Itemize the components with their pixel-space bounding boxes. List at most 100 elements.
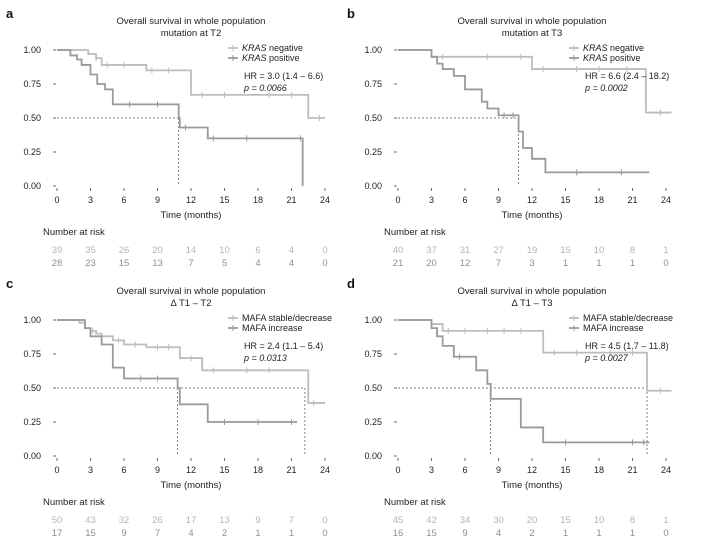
at-risk-count: 2	[529, 528, 534, 539]
at-risk-count: 34	[460, 515, 471, 526]
x-tick-label: 12	[186, 195, 196, 205]
at-risk-count: 13	[152, 258, 163, 269]
x-tick-label: 9	[155, 465, 160, 475]
y-tick-label: 0.00	[364, 451, 382, 461]
survival-curve-series-2	[398, 49, 650, 174]
x-axis-label: Time (months)	[502, 210, 563, 221]
p-value: p = 0.0313	[243, 353, 287, 363]
at-risk-count: 7	[496, 258, 501, 269]
at-risk-count: 37	[426, 245, 437, 256]
at-risk-count: 1	[563, 258, 568, 269]
x-tick-label: 18	[253, 465, 263, 475]
at-risk-count: 26	[152, 515, 163, 526]
at-risk-count: 5	[222, 258, 227, 269]
at-risk-count: 15	[426, 528, 437, 539]
at-risk-count: 4	[289, 245, 294, 256]
at-risk-count: 0	[322, 258, 327, 269]
legend-label: KRAS negative	[242, 43, 303, 53]
at-risk-count: 7	[155, 528, 160, 539]
at-risk-count: 1	[630, 528, 635, 539]
x-tick-label: 21	[627, 195, 637, 205]
panel-letter: c	[6, 276, 13, 291]
x-tick-label: 3	[88, 195, 93, 205]
at-risk-count: 8	[630, 245, 635, 256]
at-risk-count: 4	[496, 528, 501, 539]
legend-label: KRAS negative	[583, 43, 644, 53]
x-tick-label: 9	[155, 195, 160, 205]
hazard-ratio: HR = 2.4 (1.1 – 5.4)	[244, 341, 323, 351]
x-tick-label: 6	[121, 195, 126, 205]
at-risk-count: 20	[152, 245, 163, 256]
at-risk-count: 32	[119, 515, 130, 526]
y-tick-label: 0.00	[364, 181, 382, 191]
number-at-risk-title: Number at risk	[384, 497, 446, 508]
y-tick-label: 1.00	[23, 315, 41, 325]
legend-label: KRAS positive	[242, 53, 300, 63]
at-risk-count: 35	[85, 245, 96, 256]
y-tick-label: 1.00	[364, 315, 382, 325]
at-risk-count: 7	[188, 258, 193, 269]
number-at-risk-title: Number at risk	[43, 497, 105, 508]
x-tick-label: 15	[560, 465, 570, 475]
at-risk-count: 45	[393, 515, 404, 526]
at-risk-count: 10	[594, 245, 605, 256]
at-risk-count: 1	[596, 528, 601, 539]
y-tick-label: 0.50	[23, 383, 41, 393]
x-tick-label: 18	[594, 195, 604, 205]
at-risk-count: 9	[121, 528, 126, 539]
x-tick-label: 3	[429, 195, 434, 205]
at-risk-count: 30	[493, 515, 504, 526]
at-risk-count: 17	[52, 528, 63, 539]
x-tick-label: 24	[661, 465, 671, 475]
y-tick-label: 0.25	[23, 147, 41, 157]
panel-letter: a	[6, 6, 14, 21]
legend-label: MAFA increase	[242, 323, 303, 333]
at-risk-count: 15	[560, 515, 571, 526]
x-tick-label: 9	[496, 195, 501, 205]
x-tick-label: 21	[286, 465, 296, 475]
at-risk-count: 27	[493, 245, 504, 256]
at-risk-count: 1	[289, 528, 294, 539]
km-panel-a: a Overall survival in whole populationmut…	[6, 6, 330, 269]
at-risk-count: 19	[527, 245, 538, 256]
y-tick-label: 0.00	[23, 451, 41, 461]
at-risk-count: 16	[393, 528, 404, 539]
x-tick-label: 24	[320, 465, 330, 475]
at-risk-count: 4	[255, 258, 260, 269]
at-risk-count: 43	[85, 515, 96, 526]
at-risk-count: 1	[630, 258, 635, 269]
chart-title-line1: Overall survival in whole population	[458, 16, 607, 27]
x-tick-label: 18	[594, 465, 604, 475]
at-risk-count: 0	[322, 528, 327, 539]
x-tick-label: 6	[462, 195, 467, 205]
at-risk-count: 40	[393, 245, 404, 256]
chart-title-line1: Overall survival in whole population	[117, 16, 266, 27]
x-tick-label: 6	[121, 465, 126, 475]
x-tick-label: 3	[88, 465, 93, 475]
y-tick-label: 0.50	[364, 113, 382, 123]
y-tick-label: 0.75	[23, 79, 41, 89]
x-tick-label: 6	[462, 465, 467, 475]
at-risk-count: 9	[462, 528, 467, 539]
at-risk-count: 50	[52, 515, 63, 526]
at-risk-count: 1	[663, 245, 668, 256]
hazard-ratio: HR = 6.6 (2.4 – 18.2)	[585, 71, 669, 81]
at-risk-count: 12	[460, 258, 471, 269]
chart-title-line2: Δ T1 – T3	[511, 298, 552, 309]
y-tick-label: 0.75	[364, 349, 382, 359]
at-risk-count: 4	[188, 528, 193, 539]
at-risk-count: 1	[596, 258, 601, 269]
at-risk-count: 6	[255, 245, 260, 256]
x-tick-label: 0	[395, 465, 400, 475]
x-axis-label: Time (months)	[502, 480, 563, 491]
at-risk-count: 0	[322, 515, 327, 526]
at-risk-count: 14	[186, 245, 197, 256]
at-risk-count: 4	[289, 258, 294, 269]
at-risk-count: 20	[426, 258, 437, 269]
y-tick-label: 1.00	[23, 45, 41, 55]
x-tick-label: 15	[219, 465, 229, 475]
at-risk-count: 3	[529, 258, 534, 269]
p-value: p = 0.0002	[584, 83, 628, 93]
